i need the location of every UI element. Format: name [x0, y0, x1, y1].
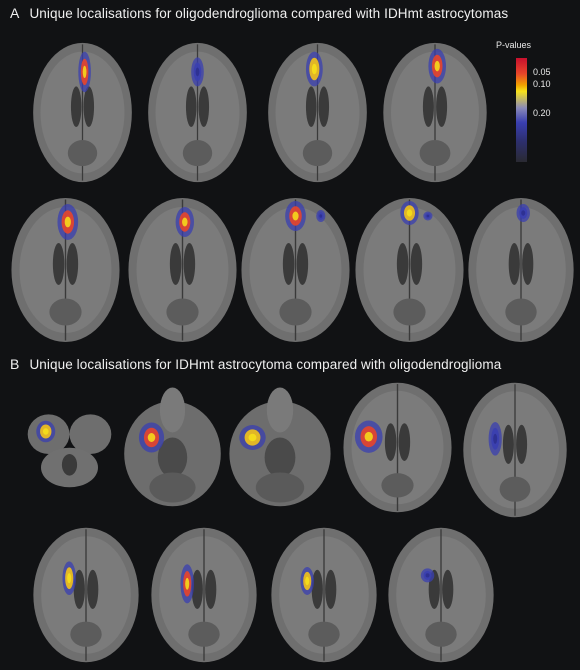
brain-slice	[465, 195, 577, 345]
brain-slice	[265, 40, 370, 185]
brain-slice	[120, 385, 225, 510]
legend-colorbar	[516, 58, 527, 162]
legend-tick-1: 0.10	[533, 79, 551, 89]
brain-slice	[340, 380, 455, 515]
brain-slice	[352, 195, 467, 345]
brain-slice	[145, 40, 250, 185]
brain-slice	[30, 40, 135, 185]
brain-slice	[148, 525, 260, 665]
panel-b-title: B Unique localisations for IDHmt astrocyt…	[10, 356, 501, 372]
panel-b-heading: Unique localisations for IDHmt astrocyto…	[29, 357, 502, 372]
legend-tick-0: 0.05	[533, 67, 551, 77]
brain-slice	[460, 380, 570, 520]
brain-slice	[30, 525, 142, 665]
p-value-legend: P-values 0.05 0.10 0.20	[496, 40, 576, 170]
panel-b-letter: B	[10, 356, 20, 372]
brain-slice	[380, 40, 490, 185]
legend-title: P-values	[496, 40, 532, 50]
brain-slice	[268, 525, 380, 665]
brain-slice	[238, 195, 353, 345]
panel-a-title: A Unique localisations for oligodendrogli…	[10, 5, 508, 21]
legend-tick-2: 0.20	[533, 108, 551, 118]
brain-slice	[125, 195, 240, 345]
panel-a-heading: Unique localisations for oligodendroglio…	[29, 6, 509, 21]
brain-slice	[385, 525, 497, 665]
brain-slice	[22, 400, 117, 490]
panel-a-letter: A	[10, 5, 20, 21]
brain-slice	[225, 385, 335, 510]
brain-slice	[8, 195, 123, 345]
